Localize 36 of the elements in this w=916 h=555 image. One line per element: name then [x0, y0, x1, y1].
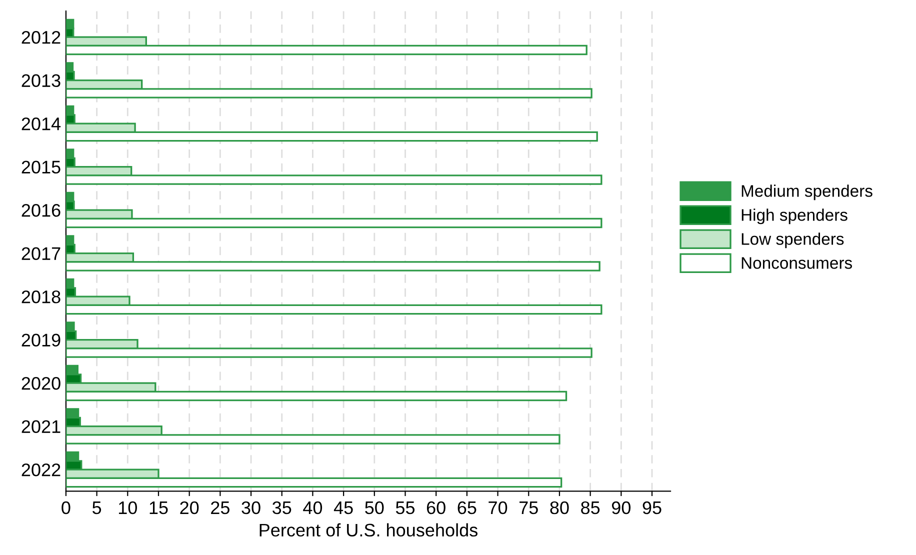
- y-tick-label: 2015: [22, 160, 60, 174]
- x-tick-label: 25: [211, 501, 230, 514]
- x-tick-label: 5: [92, 502, 102, 514]
- legend-label: Low spenders: [742, 232, 844, 248]
- legend-label: High spenders: [742, 208, 848, 224]
- x-tick-label: 10: [118, 501, 137, 514]
- x-tick-label: 85: [581, 501, 600, 514]
- y-tick-label: 2017: [22, 247, 60, 260]
- y-tick-label: 2018: [22, 290, 60, 304]
- x-tick-label: 0: [62, 501, 70, 514]
- y-tick-label: 2019: [22, 334, 60, 347]
- x-tick-label: 20: [180, 501, 199, 514]
- x-tick-label: 60: [426, 501, 446, 514]
- x-tick-label: 70: [488, 501, 508, 514]
- legend-label: Medium spenders: [742, 184, 872, 200]
- y-tick-label: 2022: [22, 463, 60, 476]
- x-axis-title: Percent of U.S. households: [260, 523, 478, 537]
- y-tick-label: 2021: [22, 420, 60, 434]
- y-tick-label: 2020: [22, 376, 60, 390]
- y-tick-label: 2014: [22, 117, 61, 130]
- x-tick-label: 40: [303, 501, 322, 514]
- x-tick-label: 50: [365, 501, 384, 514]
- x-tick-label: 75: [520, 502, 538, 514]
- x-tick-label: 55: [396, 502, 415, 514]
- x-tick-label: 80: [550, 501, 569, 514]
- x-tick-label: 35: [272, 501, 292, 514]
- x-tick-label: 90: [612, 501, 630, 514]
- y-tick-label: 2016: [22, 204, 60, 217]
- x-tick-label: 65: [458, 501, 476, 514]
- x-tick-label: 45: [334, 502, 353, 514]
- x-tick-label: 15: [150, 502, 168, 514]
- x-tick-label: 30: [242, 501, 260, 514]
- legend-label: Nonconsumers: [742, 257, 852, 269]
- x-tick-label: 95: [642, 501, 662, 514]
- y-tick-label: 2013: [22, 74, 60, 88]
- y-tick-label: 2012: [22, 30, 60, 44]
